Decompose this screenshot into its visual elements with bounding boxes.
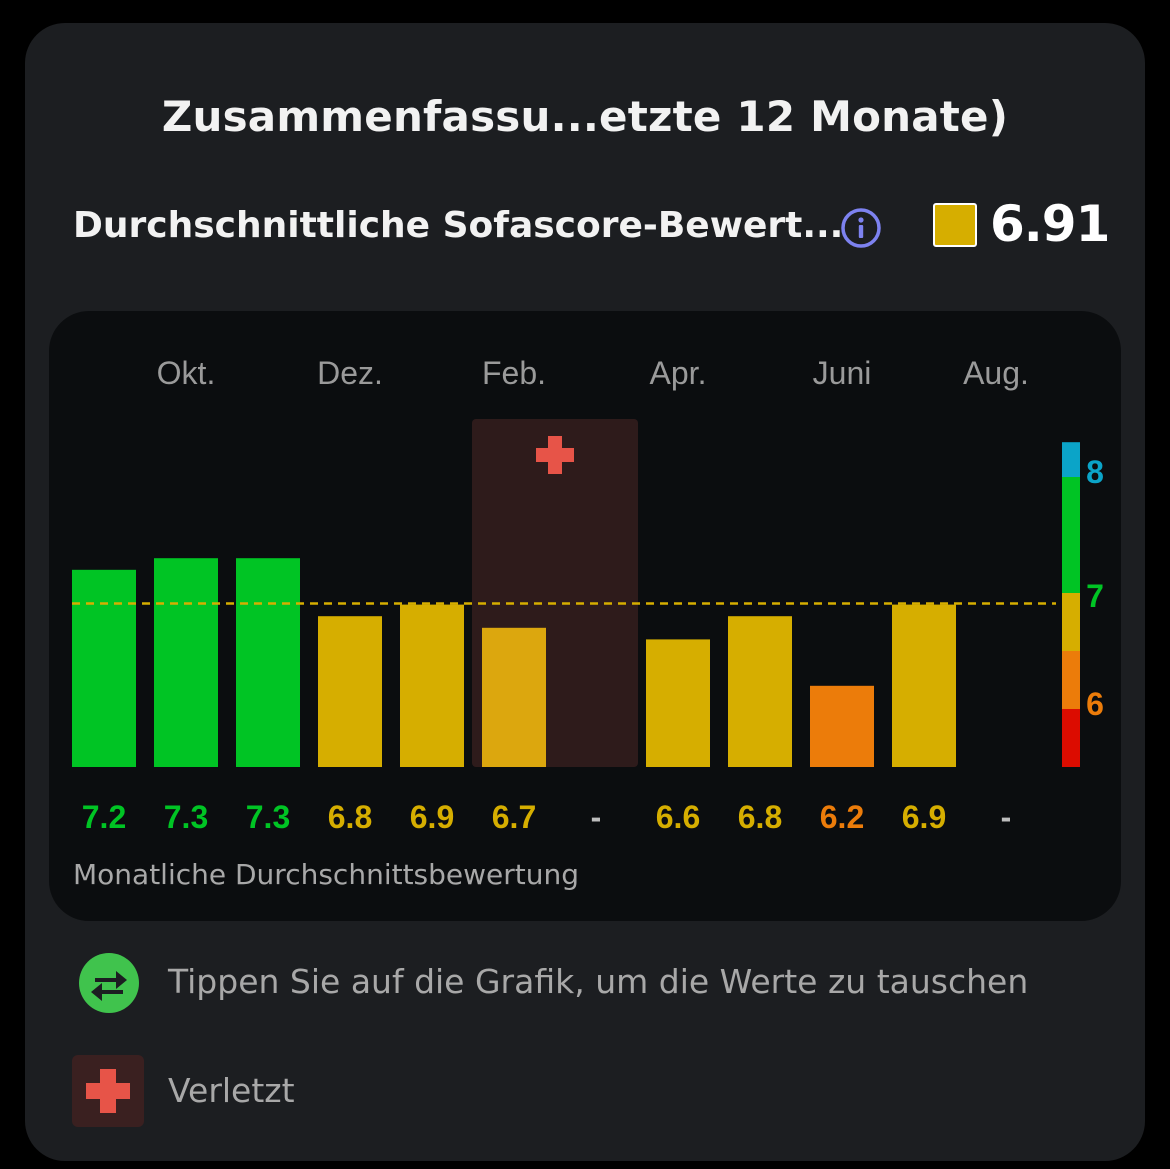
rating-value-label: 7.3: [164, 799, 208, 835]
rating-bar: [482, 627, 546, 767]
rating-value-label: 6.8: [738, 799, 782, 835]
month-label: Feb.: [482, 355, 546, 391]
rating-value-label: -: [591, 799, 602, 835]
month-label: Okt.: [157, 355, 216, 391]
medical-cross-icon: [536, 436, 574, 474]
chart-caption: Monatliche Durchschnittsbewertung: [73, 858, 580, 891]
rating-value-label: 6.9: [410, 799, 454, 835]
rating-value-label: 6.9: [902, 799, 946, 835]
rating-bar: [646, 639, 710, 767]
rating-bar: [318, 616, 382, 767]
card-title: Zusammenfassu...etzte 12 Monate): [161, 92, 1009, 141]
scale-tick-label: 7: [1086, 578, 1104, 614]
rating-value-label: 6.2: [820, 799, 864, 835]
injury-legend-label: Verletzt: [168, 1071, 295, 1110]
rating-value-label: 6.7: [492, 799, 536, 835]
scale-segment: [1062, 593, 1080, 651]
swap-arrows-icon[interactable]: [78, 952, 140, 1014]
month-label: Juni: [813, 355, 872, 391]
rating-value-label: 6.6: [656, 799, 700, 835]
average-rating-swatch: [933, 203, 977, 247]
scale-segment: [1062, 709, 1080, 767]
rating-bar: [810, 685, 874, 767]
rating-bar: [236, 558, 300, 767]
month-label: Dez.: [317, 355, 383, 391]
rating-bar: [72, 569, 136, 767]
month-label: Apr.: [650, 355, 707, 391]
medical-cross-icon: [86, 1069, 130, 1113]
rating-value-label: -: [1001, 799, 1012, 835]
rating-bar: [892, 604, 956, 767]
scale-tick-label: 6: [1086, 686, 1104, 722]
swap-hint-text: Tippen Sie auf die Grafik, um die Werte …: [168, 962, 1029, 1001]
scale-segment: [1062, 651, 1080, 709]
scale-segment: [1062, 442, 1080, 477]
month-label: Aug.: [963, 355, 1029, 391]
rating-bar: [400, 604, 464, 767]
rating-value-label: 7.3: [246, 799, 290, 835]
scale-segment: [1062, 477, 1080, 593]
average-rating-value: 6.91: [990, 195, 1110, 253]
rating-bar: [154, 558, 218, 767]
average-rating-label: Durchschnittliche Sofascore-Bewert...: [73, 205, 844, 246]
rating-bar: [728, 616, 792, 767]
info-icon[interactable]: [840, 207, 882, 249]
rating-value-label: 7.2: [82, 799, 126, 835]
injury-legend-icon-box: [72, 1055, 144, 1127]
rating-value-label: 6.8: [328, 799, 372, 835]
scale-tick-label: 8: [1086, 454, 1104, 490]
